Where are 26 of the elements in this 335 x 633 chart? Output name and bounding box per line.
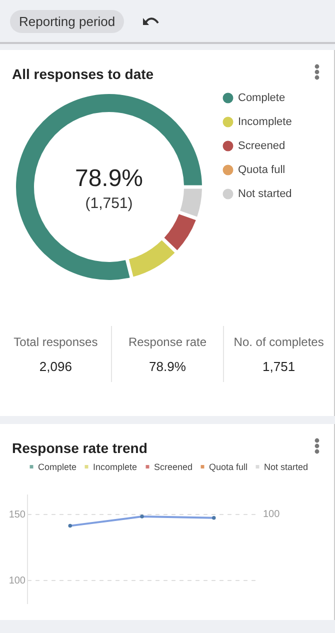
- legend-label: Quota full: [209, 462, 248, 472]
- legend-label: Complete: [238, 92, 286, 104]
- text: Response rate: [127, 334, 208, 348]
- legend-label: Incomplete: [93, 462, 138, 472]
- text: 78.9%: [148, 358, 187, 374]
- chart-title: Response rate trend: [11, 439, 148, 456]
- donut-slice: [164, 214, 196, 250]
- legend-label: Complete: [38, 462, 77, 472]
- text: 1,751: [262, 358, 296, 374]
- legend-label: Screened: [154, 462, 193, 472]
- legend-label: Incomplete: [238, 116, 292, 128]
- text: 2,096: [38, 358, 73, 374]
- legend-label: Not started: [264, 462, 308, 472]
- y-tick-label: 150: [8, 509, 26, 520]
- text: Reporting period: [10, 10, 124, 32]
- chart-title: All responses to date: [11, 65, 155, 82]
- text: 100: [263, 508, 280, 520]
- text: (1,751): [85, 195, 133, 212]
- text: Total responses: [12, 334, 99, 348]
- text: No. of completes: [232, 334, 325, 348]
- donut-slice: [128, 240, 175, 277]
- donut-slice: [180, 188, 202, 217]
- text: 78.9%: [74, 165, 144, 192]
- legend-label: Quota full: [238, 164, 286, 176]
- legend-label: Not started: [238, 188, 292, 200]
- legend-label: Screened: [238, 140, 286, 152]
